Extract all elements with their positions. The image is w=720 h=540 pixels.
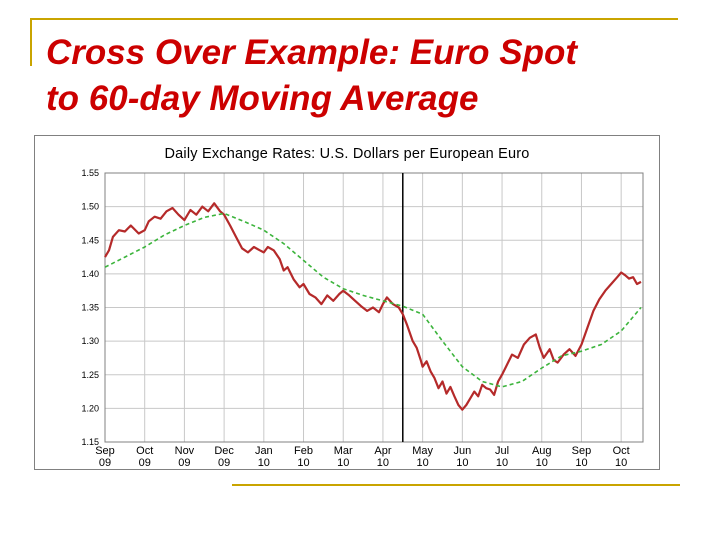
slide-title-line-2: to 60-day Moving Average bbox=[46, 79, 479, 118]
decorative-rule-left bbox=[30, 18, 32, 66]
x-tick-month: May bbox=[412, 445, 433, 457]
y-tick-label: 1.30 bbox=[81, 336, 99, 346]
x-tick-month: Oct bbox=[136, 445, 153, 457]
y-tick-label: 1.25 bbox=[81, 370, 99, 380]
y-tick-label: 1.50 bbox=[81, 202, 99, 212]
y-tick-label: 1.15 bbox=[81, 437, 99, 447]
chart-frame: Daily Exchange Rates: U.S. Dollars per E… bbox=[34, 135, 660, 470]
x-tick-year: 09 bbox=[218, 457, 230, 469]
x-tick-month: Jul bbox=[495, 445, 509, 457]
x-tick-year: 10 bbox=[417, 457, 429, 469]
slide-title-line-1: Cross Over Example: Euro Spot bbox=[46, 33, 577, 72]
x-tick-year: 09 bbox=[178, 457, 190, 469]
x-tick-month: Sep bbox=[95, 445, 115, 457]
x-tick-year: 09 bbox=[99, 457, 111, 469]
chart-title: Daily Exchange Rates: U.S. Dollars per E… bbox=[164, 146, 530, 162]
x-tick-year: 10 bbox=[536, 457, 548, 469]
y-tick-label: 1.55 bbox=[81, 168, 99, 178]
y-tick-label: 1.45 bbox=[81, 235, 99, 245]
x-tick-year: 10 bbox=[496, 457, 508, 469]
plot-area-border bbox=[104, 172, 644, 443]
moving-average-line bbox=[104, 212, 642, 388]
spot-rate-line bbox=[104, 202, 642, 411]
x-tick-year: 10 bbox=[456, 457, 468, 469]
x-tick-month: Dec bbox=[214, 445, 234, 457]
x-tick-month: Aug bbox=[532, 445, 552, 457]
x-tick-year: 10 bbox=[337, 457, 349, 469]
y-tick-label: 1.35 bbox=[81, 303, 99, 313]
x-tick-year: 10 bbox=[297, 457, 309, 469]
x-tick-month: Sep bbox=[572, 445, 592, 457]
x-tick-month: Oct bbox=[613, 445, 630, 457]
slide-title: Cross Over Example: Euro Spot to 60-day … bbox=[46, 30, 686, 122]
x-tick-month: Mar bbox=[334, 445, 353, 457]
x-tick-month: Jan bbox=[255, 445, 273, 457]
x-tick-year: 10 bbox=[258, 457, 270, 469]
x-tick-year: 09 bbox=[139, 457, 151, 469]
x-tick-year: 10 bbox=[377, 457, 389, 469]
x-tick-month: Feb bbox=[294, 445, 313, 457]
y-tick-label: 1.20 bbox=[81, 403, 99, 413]
x-tick-month: Nov bbox=[175, 445, 195, 457]
x-tick-month: Apr bbox=[374, 445, 391, 457]
decorative-rule-bottom bbox=[232, 484, 680, 486]
x-tick-month: Jun bbox=[453, 445, 471, 457]
x-tick-year: 10 bbox=[575, 457, 587, 469]
x-tick-year: 10 bbox=[615, 457, 627, 469]
decorative-rule-top bbox=[30, 18, 678, 20]
y-tick-label: 1.40 bbox=[81, 269, 99, 279]
exchange-rate-chart: 1.551.501.451.401.351.301.251.201.15Sep0… bbox=[81, 168, 644, 469]
